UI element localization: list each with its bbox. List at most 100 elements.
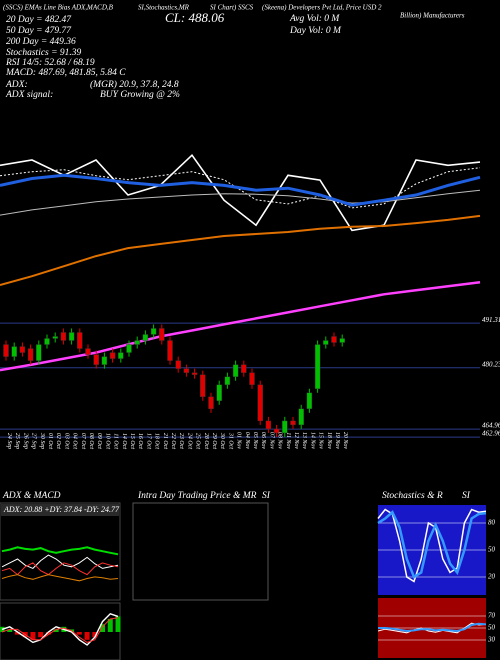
candle-body (241, 364, 247, 373)
histogram-bar (30, 632, 36, 640)
indicator-line (0, 153, 481, 232)
x-tick-label: 02 Oct (55, 433, 61, 449)
candle-body (93, 354, 99, 365)
x-tick-label: 01 Oct (47, 433, 53, 449)
panel-subtitle: SI (462, 491, 471, 501)
x-tick-label: 25 Sep (14, 433, 20, 449)
y-tick-label: 480.23 (482, 360, 500, 368)
candle-body (77, 332, 83, 349)
candle-body (85, 348, 91, 355)
indicator-line (0, 280, 481, 372)
indicator-line (1, 554, 119, 569)
candle-body (323, 340, 329, 345)
candle-body (306, 392, 313, 410)
x-tick-label: 29 Oct (211, 433, 217, 449)
x-tick-label: 30 Sep (39, 432, 45, 449)
x-tick-label: 23 Oct (178, 433, 184, 449)
title-right2: Billion) Manufacturers (400, 12, 465, 20)
x-tick-label: 05 Nov (252, 432, 258, 450)
x-tick-label: 18 Nov (326, 432, 332, 450)
candle-body (109, 352, 116, 359)
x-tick-label: 28 Oct (203, 433, 209, 449)
x-tick-label: 22 Oct (170, 433, 176, 449)
candle-body (150, 328, 157, 335)
x-tick-label: 01 Nov (236, 432, 242, 450)
x-tick-label: 14 Nov (309, 432, 316, 450)
candle-body (282, 420, 288, 434)
candle-body (216, 384, 222, 401)
candle-body (232, 364, 239, 377)
histogram-bar (84, 632, 90, 640)
indicator-line (1, 617, 119, 643)
histogram-bar (100, 624, 106, 632)
candle-body (273, 428, 280, 434)
candle-body (60, 332, 67, 341)
x-tick-label: 04 Oct (72, 433, 79, 449)
indicator-line (378, 622, 487, 633)
candle-body (331, 336, 337, 343)
candle-body (159, 328, 165, 341)
y-tick-label: 20 (488, 573, 496, 581)
indicator-line (1, 562, 119, 576)
x-tick-label: 30 Oct (219, 432, 225, 449)
candle-body (126, 344, 132, 353)
candle-body (167, 340, 173, 361)
histogram-bar (107, 619, 113, 632)
macd: MACD: 487.69, 481.85, 5.84 C (5, 68, 126, 78)
panel-title: ADX & MACD (2, 491, 61, 501)
adx-label: ADX: (5, 80, 28, 90)
title-mid: SI,Stochastics,MR (138, 4, 190, 12)
annotation: ADX: 20.88 +DY: 37.84 -DY: 24.77 (3, 505, 120, 514)
indicator-line (1, 546, 119, 556)
x-tick-label: 11 Nov (285, 432, 291, 449)
candle-body (11, 346, 17, 357)
candle-body (200, 374, 206, 397)
candle-body (19, 346, 26, 353)
candle-body (265, 420, 272, 430)
candle-body (52, 336, 58, 339)
indicator-line (0, 167, 481, 209)
panel-title: Stochastics & R (382, 491, 443, 501)
indicator-line (0, 173, 481, 207)
title-right: (Skeena) Developers Pvt Ltd, Price USD 2 (262, 4, 382, 12)
candle-body (175, 360, 181, 369)
candle-body (134, 340, 140, 345)
x-tick-label: 12 Nov (293, 432, 299, 450)
x-tick-label: 24 Sep (6, 433, 13, 449)
candle-body (290, 420, 296, 426)
candle-body (118, 352, 124, 359)
x-tick-label: 20 Nov (342, 432, 348, 450)
x-tick-label: 15 Nov (318, 432, 324, 450)
indicator-line (377, 622, 487, 634)
y-tick-label: 491.31 (482, 316, 500, 324)
y-tick-label: 462.96 (482, 430, 500, 438)
candle-body (44, 338, 50, 345)
candle-body (257, 384, 263, 422)
histogram-bar (76, 632, 82, 635)
x-tick-label: 26 Sep (22, 433, 28, 449)
candle-body (183, 368, 190, 373)
candle-body (224, 376, 231, 385)
indicator-line (1, 574, 119, 582)
y-tick-label: 30 (487, 636, 496, 644)
candle-body (101, 356, 108, 365)
x-tick-label: 08 Nov (277, 432, 283, 450)
candle-body (298, 408, 304, 426)
adx-signal-label: ADX signal: (5, 90, 53, 100)
adx-value: (MGR) 20.9, 37.8, 24.8 (90, 79, 179, 90)
x-tick-label: 10 Oct (104, 433, 110, 449)
indicator-line (0, 214, 481, 286)
candle-body (339, 338, 345, 343)
y-tick-label: 50 (488, 546, 496, 554)
x-tick-label: 03 Oct (63, 433, 69, 449)
panel (132, 502, 269, 601)
indicator-line (377, 508, 487, 583)
candle-body (27, 348, 34, 361)
day-vol: Day Vol: 0 M (289, 26, 342, 36)
panel-title: Intra Day Trading Price & MR (137, 491, 257, 501)
x-tick-label: 16 Oct (137, 433, 143, 449)
x-tick-label: 04 Nov (244, 432, 251, 450)
x-tick-label: 19 Nov (334, 432, 340, 450)
x-tick-label: 21 Oct (162, 433, 168, 449)
